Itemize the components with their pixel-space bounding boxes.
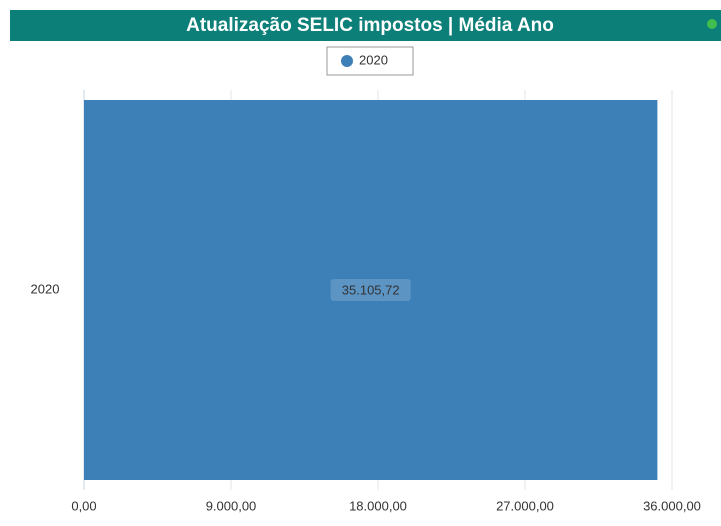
chart-title: Atualização SELIC impostos | Média Ano [186,15,554,36]
title-bar [10,10,721,41]
legend-marker [341,55,353,67]
x-tick-label: 0,00 [71,498,96,513]
legend-label: 2020 [359,52,388,67]
x-tick-label: 9.000,00 [206,498,257,513]
data-label: 35.105,72 [342,282,400,297]
x-tick-label: 18.000,00 [349,498,407,513]
data-label-bg [330,279,411,301]
status-dot [707,19,717,29]
y-tick-label: 2020 [31,281,60,296]
x-tick-label: 36.000,00 [643,498,701,513]
x-tick-label: 27.000,00 [496,498,554,513]
